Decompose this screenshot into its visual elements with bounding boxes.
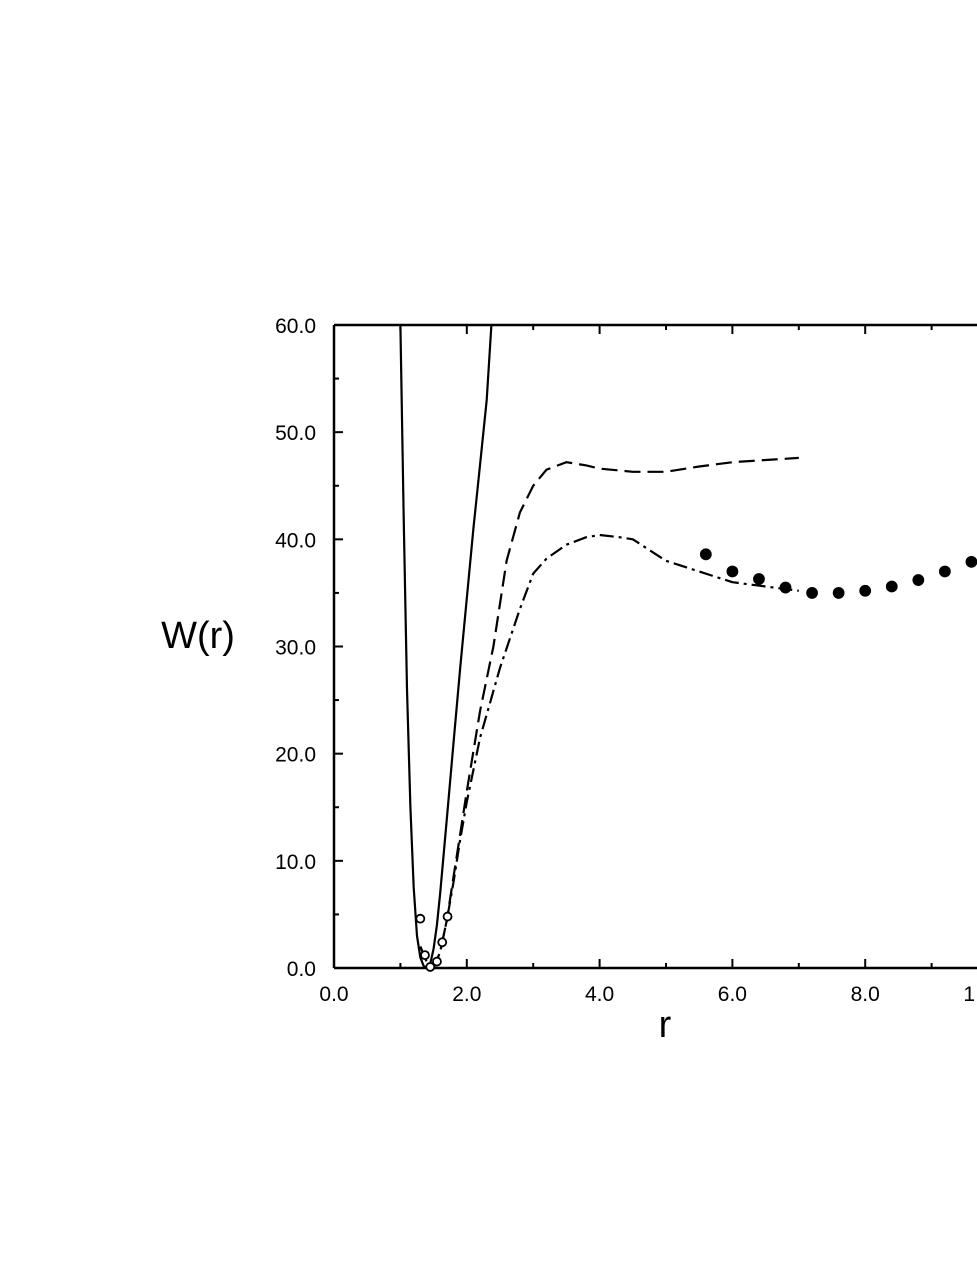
filled-circle-point [753,573,765,585]
y-tick-label: 0.0 [287,958,316,981]
x-tick-label: 4.0 [585,983,614,1006]
open-circle-point [415,913,426,924]
x-tick-label: 1 [963,983,975,1006]
y-tick-label: 50.0 [275,422,316,445]
open-circle-point [420,950,430,961]
y-tick-label: 60.0 [275,315,316,338]
open-circle-point [432,956,442,967]
open-circle-point [442,911,453,922]
filled-circle-point [965,555,977,568]
series-group [399,324,977,972]
y-tick-label: 20.0 [275,744,316,767]
x-tick-label: 0.0 [319,983,348,1006]
open-circle-point [437,937,448,948]
filled-circle-point [699,548,712,561]
x-tick-label: 8.0 [851,983,880,1006]
open-circle-point [425,962,436,972]
filled-circle-point [859,584,872,597]
x-axis-label: r [659,1004,672,1046]
x-tick-label: 6.0 [718,983,747,1006]
filled-circle-point [885,580,898,593]
filled-circle-point [779,581,792,594]
x-tick-label: 2.0 [452,983,481,1006]
y-tick-label: 10.0 [275,851,316,874]
y-tick-label: 40.0 [275,529,316,552]
filled-circle-point [832,587,845,599]
dashed-series-line [419,456,799,970]
axes: 0.0 10.0 20.0 30.0 40.0 50.0 60.0 0.0 2.0 4.0 6.0 8… [275,315,977,1006]
filled-circle-point [912,574,925,586]
y-axis-label: W(r) [161,615,235,657]
solid-series-line [399,324,493,970]
filled-circle-point [938,565,951,578]
y-tick-label: 30.0 [275,637,316,660]
dash-dot-series-line [419,533,799,970]
filled-circle-point [726,565,739,578]
filled-circle-point [806,587,818,599]
